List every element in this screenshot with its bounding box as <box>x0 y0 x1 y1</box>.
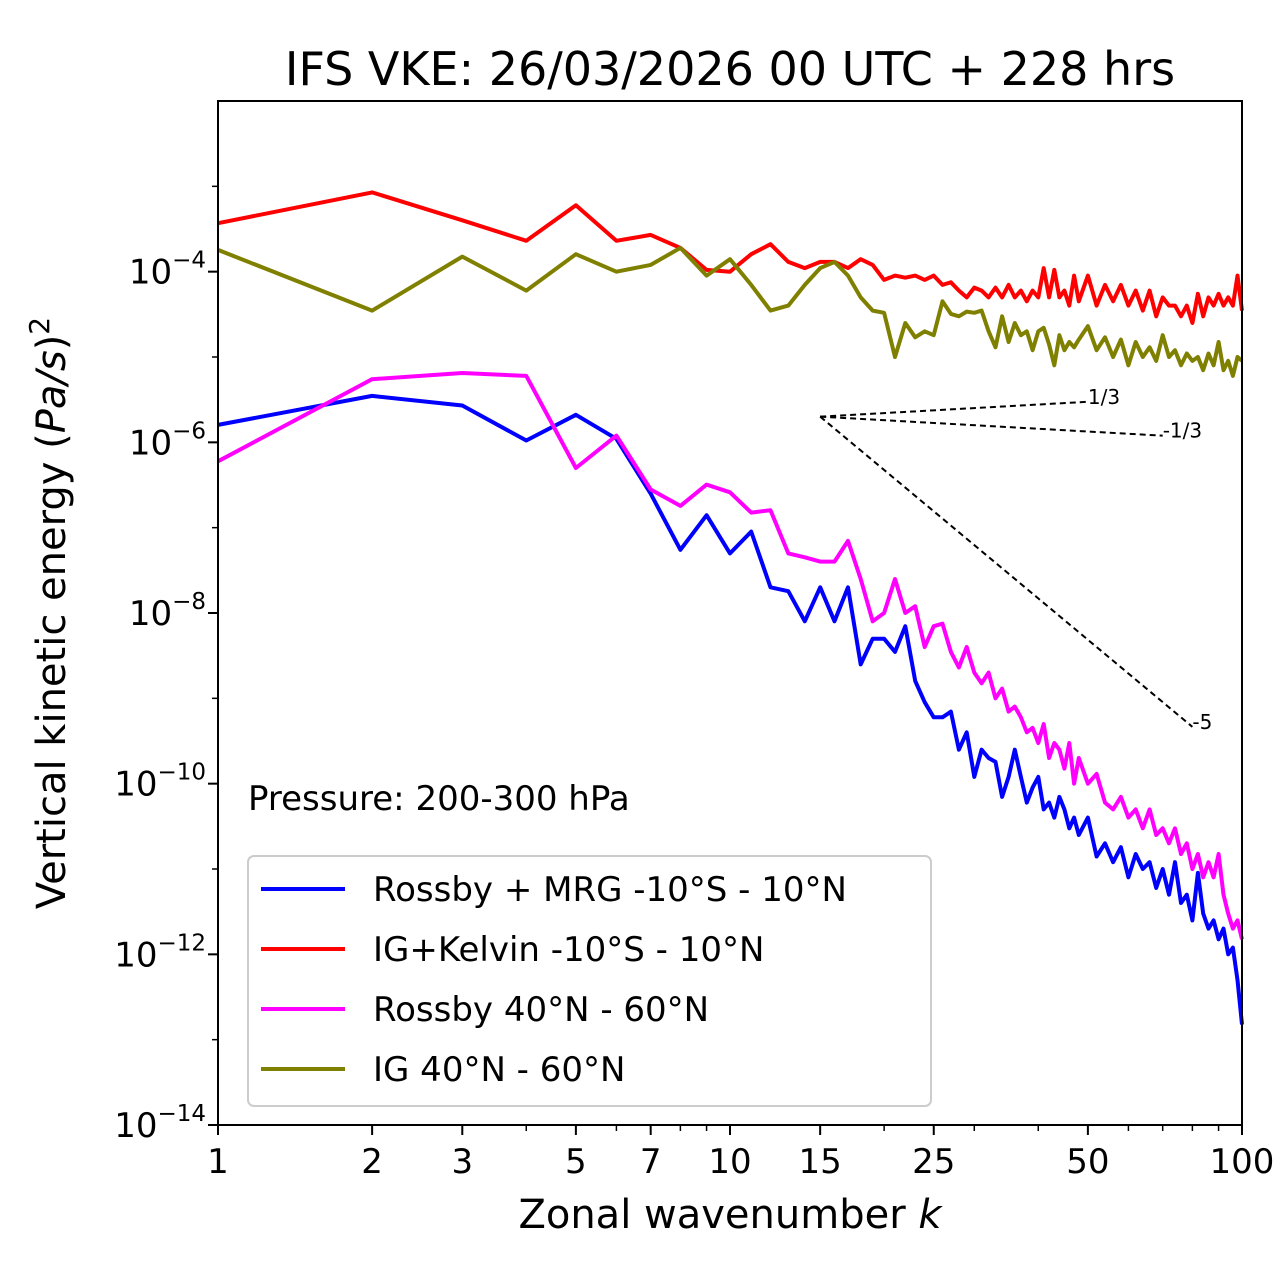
y-tick-base: 10 <box>129 594 172 634</box>
legend: Rossby + MRG -10°S - 10°N IG+Kelvin -10°S… <box>247 855 932 1107</box>
reference-slope-lines: 1/3 -1/3 -5 <box>819 385 1212 734</box>
y-tick-label: 10−6 <box>129 418 206 463</box>
y-tick-exponent: −8 <box>172 589 206 615</box>
ref-line-1 <box>820 415 1163 437</box>
x-tick-label: 3 <box>451 1142 473 1182</box>
legend-box <box>247 855 932 1107</box>
x-tick-label: 2 <box>361 1142 383 1182</box>
chart-title: IFS VKE: 26/03/2026 00 UTC + 228 hrs <box>285 42 1175 96</box>
y-tick-exponent: −14 <box>157 1101 206 1127</box>
y-tick-base: 10 <box>129 253 172 293</box>
series-line-1 <box>217 190 1244 325</box>
y-tick-label: 10−14 <box>114 1101 206 1146</box>
x-tick-label: 10 <box>708 1142 751 1182</box>
y-tick-base: 10 <box>114 765 157 805</box>
x-tick-label: 1 <box>207 1142 229 1182</box>
x-axis-label: Zonal wavenumber k <box>518 1192 943 1238</box>
series-line-2 <box>217 371 1244 940</box>
y-tick-base: 10 <box>129 423 172 463</box>
pressure-annotation: Pressure: 200-300 hPa <box>248 779 630 819</box>
y-tick-label: 10−8 <box>129 589 206 634</box>
y-tick-base: 10 <box>114 1106 157 1146</box>
legend-label-0: Rossby + MRG -10°S - 10°N <box>373 870 847 910</box>
ref-line-label-2: -5 <box>1192 710 1212 734</box>
x-tick-label: 15 <box>799 1142 842 1182</box>
ref-line-2 <box>819 415 1194 728</box>
series-line-0 <box>217 393 1244 1025</box>
ref-line-label-0: 1/3 <box>1088 385 1120 409</box>
x-tick-label: 5 <box>565 1142 587 1182</box>
ref-line-0 <box>820 400 1088 418</box>
data-series-group <box>217 190 1244 1025</box>
y-tick-exponent: −4 <box>172 248 206 274</box>
y-tick-exponent: −6 <box>172 418 206 444</box>
y-tick-label: 10−12 <box>114 930 206 975</box>
legend-label-1: IG+Kelvin -10°S - 10°N <box>373 930 764 970</box>
x-tick-label: 25 <box>912 1142 955 1182</box>
series-line-3 <box>217 245 1244 378</box>
x-tick-label: 7 <box>640 1142 662 1182</box>
x-tick-label: 100 <box>1210 1142 1275 1182</box>
legend-label-3: IG 40°N - 60°N <box>373 1050 625 1090</box>
y-tick-exponent: −10 <box>157 760 206 786</box>
ref-line-label-1: -1/3 <box>1163 419 1202 443</box>
y-tick-exponent: −12 <box>157 930 206 956</box>
x-tick-label: 50 <box>1066 1142 1109 1182</box>
y-tick-label: 10−10 <box>114 760 206 805</box>
y-axis-label: Vertical kinetic energy (Pa/s)2 <box>23 317 75 909</box>
legend-label-2: Rossby 40°N - 60°N <box>373 990 709 1030</box>
x-axis-ticks: 1 2 3 5 7 10 15 25 50 100 <box>207 1125 1274 1182</box>
y-tick-label: 10−4 <box>129 248 206 293</box>
y-tick-base: 10 <box>114 935 157 975</box>
